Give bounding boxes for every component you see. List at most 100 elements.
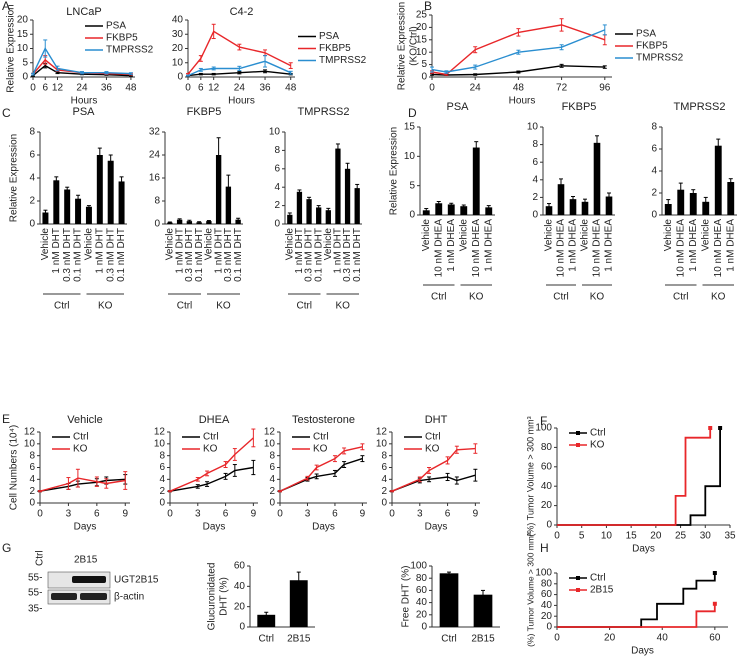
y-tick-label: 0 bbox=[409, 210, 415, 221]
y-axis-label: DHT (%) bbox=[219, 577, 230, 616]
bar bbox=[206, 221, 212, 224]
y-tick-label: 30 bbox=[172, 29, 184, 40]
y-tick-label: 12 bbox=[154, 427, 166, 438]
y-axis-label: Relative Expression bbox=[389, 127, 400, 215]
blot-band bbox=[51, 593, 77, 600]
legend-label: KO bbox=[73, 444, 88, 455]
bar bbox=[335, 148, 341, 224]
x-tick-label: Ctrl bbox=[441, 634, 457, 645]
y-tick-label: 10 bbox=[527, 122, 539, 133]
x-tick-label: 1 nM DHT bbox=[174, 228, 185, 274]
y-tick-label: 0 bbox=[154, 219, 160, 230]
bar bbox=[235, 219, 241, 224]
x-tick-label: 10 nM DHEA bbox=[433, 219, 444, 278]
x-tick-label: 9 bbox=[473, 509, 479, 520]
x-tick-label: 96 bbox=[599, 83, 611, 94]
x-tick-label: 3 bbox=[305, 509, 311, 520]
y-tick-label: 2 bbox=[159, 486, 165, 497]
legend-label: KO bbox=[203, 444, 218, 455]
y-tick-label: 8 bbox=[159, 450, 165, 461]
step-end-marker bbox=[712, 601, 717, 606]
chart-title: Vehicle bbox=[67, 414, 102, 426]
x-tick-label: Vehicle bbox=[421, 219, 432, 252]
x-tick-label: 72 bbox=[556, 83, 568, 94]
y-tick-label: 15 bbox=[416, 34, 428, 45]
y-tick-label: 25 bbox=[416, 10, 428, 21]
series-line bbox=[431, 29, 606, 73]
y-axis-label: (KO/Ctrl) bbox=[409, 26, 420, 65]
y-tick-label: 20 bbox=[416, 609, 428, 620]
group-label: KO bbox=[590, 292, 605, 303]
bar bbox=[435, 203, 443, 215]
bar bbox=[287, 214, 293, 224]
western-blot: Ctrl 2B15 UGT2B15 β-actin 55- 55- 35- bbox=[28, 550, 159, 614]
y-tick-label: 8 bbox=[269, 450, 275, 461]
bar bbox=[354, 188, 360, 224]
x-axis-label: Days bbox=[425, 522, 448, 533]
y-tick-label: 10 bbox=[376, 438, 388, 449]
series-line bbox=[431, 65, 605, 76]
x-tick-label: 25 bbox=[675, 531, 687, 542]
y-axis-label: (%) Tumor Volume > 300 mm³ bbox=[525, 416, 535, 536]
x-tick-label: 0.3 nM DHT bbox=[304, 228, 315, 282]
panel-label: C bbox=[2, 106, 11, 120]
y-tick-label: 0 bbox=[177, 72, 183, 83]
x-tick-label: 10 nM DHEA bbox=[471, 219, 482, 278]
x-tick-label: 48 bbox=[125, 83, 137, 94]
y-tick-label: 20 bbox=[234, 601, 246, 612]
group-label: KO bbox=[98, 301, 113, 312]
y-tick-label: 4 bbox=[274, 182, 280, 193]
bar bbox=[118, 181, 125, 224]
y-tick-label: 0 bbox=[421, 72, 427, 83]
bar bbox=[472, 147, 480, 215]
y-tick-label: 80 bbox=[416, 573, 428, 584]
x-tick-label: 0.1 nM DHT bbox=[233, 228, 244, 282]
y-tick-label: 0 bbox=[421, 622, 427, 633]
y-tick-label: 100 bbox=[535, 568, 552, 579]
x-axis-label: Days bbox=[74, 522, 97, 533]
legend-label: Ctrl bbox=[73, 432, 89, 443]
step-end-marker bbox=[718, 426, 723, 430]
y-axis-label: Relative Expression bbox=[9, 134, 20, 222]
legend-label: TMPRSS2 bbox=[319, 55, 367, 66]
x-tick-label: 24 bbox=[470, 83, 482, 94]
x-tick-label: 0 bbox=[30, 83, 36, 94]
group-label: Ctrl bbox=[553, 292, 569, 303]
panel-label: F bbox=[540, 414, 547, 428]
bar bbox=[593, 142, 601, 215]
bar bbox=[664, 204, 672, 215]
x-tick-label: 0.3 nM DHT bbox=[223, 228, 234, 282]
series-line bbox=[279, 457, 363, 492]
y-tick-label: 10 bbox=[404, 151, 416, 162]
legend-label: Ctrl bbox=[425, 432, 441, 443]
x-tick-label: 1 nM DHT bbox=[51, 228, 62, 274]
legend-label: FKBP5 bbox=[319, 43, 351, 54]
series-line bbox=[391, 447, 476, 492]
bar bbox=[447, 204, 455, 215]
bar bbox=[605, 196, 613, 215]
chart-title: C4-2 bbox=[230, 6, 254, 18]
group-label: KO bbox=[336, 301, 351, 312]
y-tick-label: 0 bbox=[381, 498, 387, 509]
blot-band bbox=[80, 593, 107, 600]
y-tick-label: 10 bbox=[154, 438, 166, 449]
y-tick-label: 0 bbox=[651, 210, 657, 221]
y-tick-label: 12 bbox=[376, 427, 388, 438]
bar bbox=[107, 160, 114, 224]
y-tick-label: 6 bbox=[274, 163, 280, 174]
y-tick-label: 15 bbox=[17, 29, 29, 40]
legend-label: Ctrl bbox=[590, 573, 606, 584]
y-tick-label: 0 bbox=[159, 498, 165, 509]
y-tick-label: 0 bbox=[29, 219, 35, 230]
y-tick-label: 10 bbox=[172, 57, 184, 68]
series-line bbox=[32, 64, 131, 77]
x-tick-label: 0 bbox=[389, 509, 395, 520]
y-tick-label: 2 bbox=[651, 188, 657, 199]
panel-label: B bbox=[424, 0, 432, 13]
x-tick-label: 1 nM DHT bbox=[333, 228, 344, 274]
y-tick-label: 6 bbox=[29, 462, 35, 473]
series-line bbox=[39, 477, 126, 492]
group-label: Ctrl bbox=[54, 301, 70, 312]
x-tick-label: 0 bbox=[37, 509, 43, 520]
